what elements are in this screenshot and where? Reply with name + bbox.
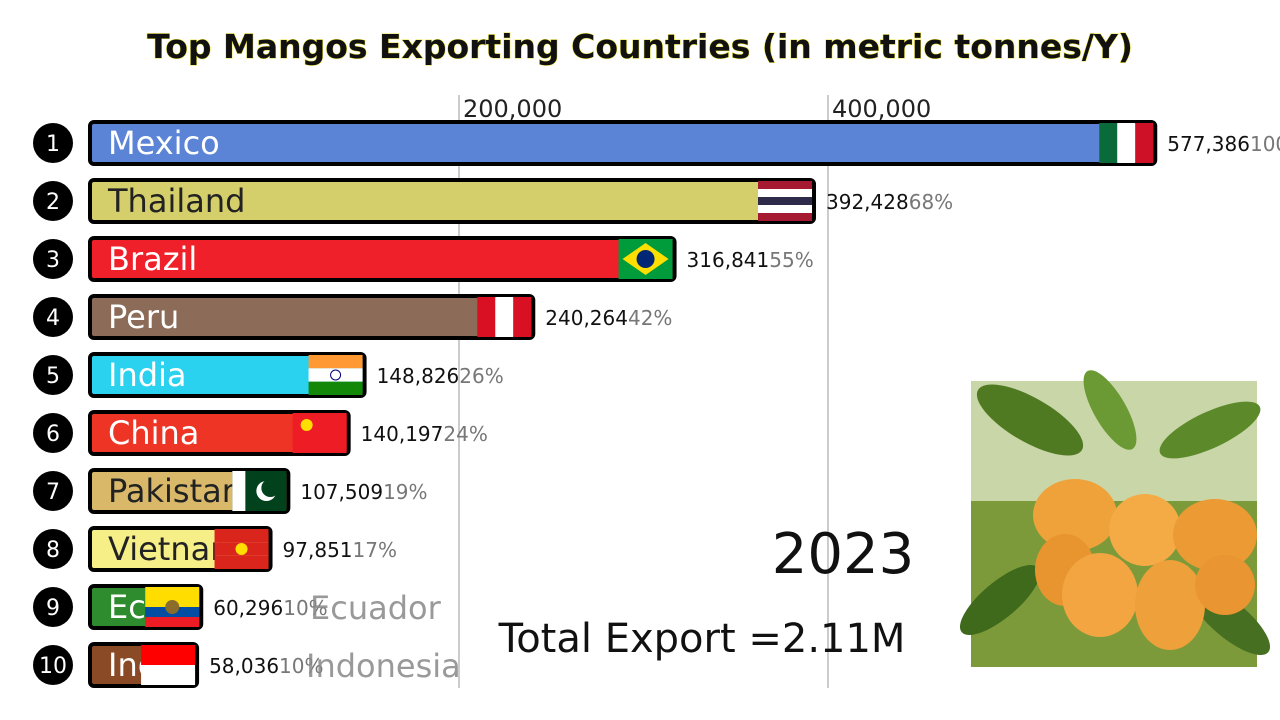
bar-label: Pakistan (108, 472, 242, 510)
x-tick-label: 400,000 (832, 95, 931, 123)
bar-label: Brazil (108, 240, 197, 278)
ghost-label: Ecuador (310, 589, 442, 627)
flag (618, 239, 673, 279)
share-label: 26% (459, 364, 503, 388)
value-label: 316,841 (687, 248, 770, 272)
bar (88, 352, 367, 398)
rank-badge (33, 297, 73, 337)
chart-title: Top Mangos Exporting Countries (in metri… (147, 27, 1133, 66)
share-label: 10% (279, 654, 323, 678)
value-label: 140,197 (361, 422, 444, 446)
bar-label: Peru (108, 298, 179, 336)
share-label: 24% (443, 422, 487, 446)
bar-label: Thailand (107, 182, 245, 220)
rank-label: 5 (46, 364, 60, 389)
flag (758, 181, 813, 221)
rank-badge (33, 123, 73, 163)
x-tick-label: 200,000 (463, 95, 562, 123)
bar-label: Mexico (108, 124, 220, 162)
bar-label: Ecuador (108, 588, 240, 626)
rank-label: 3 (46, 248, 60, 273)
flag (1099, 123, 1154, 163)
flag (292, 413, 347, 453)
rank-badge (33, 529, 73, 569)
bar-label: Indonesia (108, 646, 263, 684)
bar-label: Vietnam (108, 530, 241, 568)
flag (477, 297, 532, 337)
rank-label: 10 (39, 654, 67, 679)
flag (214, 529, 269, 569)
value-label: 58,036 (209, 654, 279, 678)
share-label: 17% (353, 538, 397, 562)
rank-label: 7 (46, 480, 60, 505)
flag (141, 645, 196, 685)
bar (88, 236, 677, 282)
value-label: 392,428 (826, 190, 909, 214)
rank-badge (33, 181, 73, 221)
share-label: 10% (283, 596, 327, 620)
value-label: 97,851 (283, 538, 353, 562)
rank-label: 9 (46, 596, 60, 621)
rank-badge (33, 413, 73, 453)
total-label: Total Export =2.11M (498, 616, 906, 662)
rank-label: 8 (46, 538, 60, 563)
value-label: 577,386 (1167, 132, 1250, 156)
share-label: 19% (383, 480, 427, 504)
share-label: 42% (628, 306, 672, 330)
year-label: 2023 (772, 522, 915, 587)
bar (88, 410, 351, 456)
bar-label: India (108, 356, 187, 394)
rank-label: 2 (46, 190, 60, 215)
rank-label: 1 (46, 132, 60, 157)
flag (308, 355, 363, 395)
flag (232, 471, 287, 511)
bar-label: China (108, 414, 199, 452)
bar (88, 294, 536, 340)
value-label: 240,264 (545, 306, 628, 330)
value-label: 107,509 (300, 480, 383, 504)
rank-label: 6 (46, 422, 60, 447)
flag (145, 587, 200, 627)
rank-badge (33, 587, 73, 627)
rank-badge (33, 471, 73, 511)
value-label: 60,296 (213, 596, 283, 620)
bar (88, 178, 817, 224)
value-label: 148,826 (377, 364, 460, 388)
share-label: 68% (909, 190, 953, 214)
bar (88, 120, 1158, 166)
rank-label: 4 (46, 306, 60, 331)
rank-badge (33, 355, 73, 395)
share-label: 100% (1250, 132, 1280, 156)
share-label: 55% (769, 248, 813, 272)
rank-badge (33, 239, 73, 279)
rank-badge (33, 645, 73, 685)
ghost-label: Indonesia (306, 647, 461, 685)
mango-photo (959, 370, 1271, 667)
